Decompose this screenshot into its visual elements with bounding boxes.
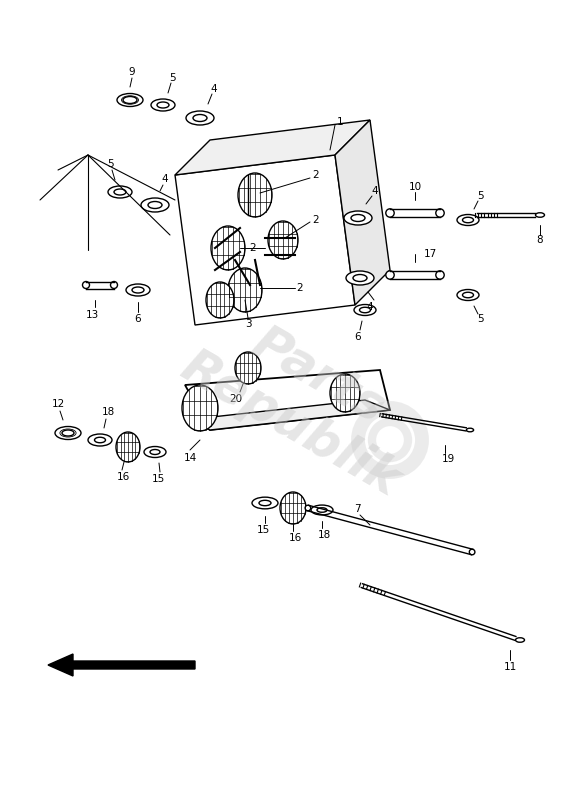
Text: 7: 7 bbox=[354, 504, 360, 514]
Text: 15: 15 bbox=[151, 474, 165, 484]
Text: 4: 4 bbox=[162, 174, 168, 184]
Ellipse shape bbox=[182, 385, 218, 431]
Ellipse shape bbox=[141, 198, 169, 212]
Text: 6: 6 bbox=[354, 332, 361, 342]
Ellipse shape bbox=[228, 268, 262, 312]
Polygon shape bbox=[335, 120, 390, 305]
Text: 16: 16 bbox=[116, 472, 130, 482]
Polygon shape bbox=[185, 370, 390, 430]
Polygon shape bbox=[185, 400, 390, 430]
Ellipse shape bbox=[82, 282, 89, 289]
Text: 5: 5 bbox=[107, 159, 113, 169]
Ellipse shape bbox=[117, 94, 143, 106]
Text: 13: 13 bbox=[85, 310, 99, 320]
Text: 6: 6 bbox=[135, 314, 141, 324]
Ellipse shape bbox=[211, 226, 245, 270]
Ellipse shape bbox=[360, 307, 370, 313]
Text: 12: 12 bbox=[51, 399, 65, 409]
Text: 16: 16 bbox=[288, 533, 301, 543]
Text: 1: 1 bbox=[337, 117, 343, 127]
Ellipse shape bbox=[330, 374, 360, 412]
Ellipse shape bbox=[516, 638, 524, 642]
Ellipse shape bbox=[150, 450, 160, 454]
Text: Parts
Republik: Parts Republik bbox=[173, 294, 437, 506]
Ellipse shape bbox=[116, 432, 140, 462]
Text: 2: 2 bbox=[297, 283, 303, 293]
Ellipse shape bbox=[457, 214, 479, 226]
Ellipse shape bbox=[463, 218, 474, 222]
FancyArrow shape bbox=[48, 654, 195, 676]
Ellipse shape bbox=[123, 97, 137, 103]
Ellipse shape bbox=[353, 274, 367, 282]
Text: 8: 8 bbox=[537, 235, 543, 245]
Text: 20: 20 bbox=[230, 394, 242, 404]
Text: 2: 2 bbox=[312, 215, 319, 225]
Ellipse shape bbox=[252, 497, 278, 509]
Ellipse shape bbox=[457, 290, 479, 301]
Ellipse shape bbox=[95, 438, 106, 442]
Text: 19: 19 bbox=[442, 454, 454, 464]
Text: 14: 14 bbox=[183, 453, 197, 463]
Ellipse shape bbox=[354, 305, 376, 315]
Ellipse shape bbox=[132, 287, 144, 293]
Text: 2: 2 bbox=[312, 170, 319, 180]
Text: 18: 18 bbox=[102, 407, 114, 417]
Ellipse shape bbox=[317, 508, 327, 512]
Text: 10: 10 bbox=[408, 182, 422, 192]
Text: 5: 5 bbox=[477, 191, 484, 201]
Ellipse shape bbox=[206, 282, 234, 318]
Polygon shape bbox=[175, 120, 370, 175]
Ellipse shape bbox=[62, 430, 74, 436]
Ellipse shape bbox=[467, 428, 474, 432]
Polygon shape bbox=[175, 155, 355, 325]
Ellipse shape bbox=[186, 111, 214, 125]
Ellipse shape bbox=[157, 102, 169, 108]
Ellipse shape bbox=[126, 284, 150, 296]
Ellipse shape bbox=[463, 292, 474, 298]
Ellipse shape bbox=[344, 211, 372, 225]
Ellipse shape bbox=[536, 213, 544, 218]
Text: 2: 2 bbox=[249, 243, 256, 253]
Ellipse shape bbox=[235, 352, 261, 384]
Ellipse shape bbox=[259, 500, 271, 506]
Ellipse shape bbox=[268, 221, 298, 259]
Text: 9: 9 bbox=[128, 67, 135, 77]
Text: 15: 15 bbox=[256, 525, 270, 535]
Text: 4: 4 bbox=[211, 84, 217, 94]
Text: 3: 3 bbox=[245, 319, 251, 329]
Ellipse shape bbox=[386, 209, 394, 218]
Text: 17: 17 bbox=[423, 249, 437, 259]
Text: 5: 5 bbox=[170, 73, 176, 83]
Text: 18: 18 bbox=[317, 530, 331, 540]
Text: 5: 5 bbox=[477, 314, 484, 324]
Ellipse shape bbox=[193, 114, 207, 122]
Ellipse shape bbox=[280, 492, 306, 524]
Ellipse shape bbox=[238, 173, 272, 217]
Text: 4: 4 bbox=[371, 186, 378, 196]
Ellipse shape bbox=[346, 271, 374, 285]
Ellipse shape bbox=[144, 446, 166, 458]
Ellipse shape bbox=[148, 202, 162, 209]
Ellipse shape bbox=[108, 186, 132, 198]
Ellipse shape bbox=[151, 99, 175, 111]
Text: 11: 11 bbox=[503, 662, 517, 672]
Ellipse shape bbox=[55, 426, 81, 439]
Ellipse shape bbox=[351, 214, 365, 222]
Ellipse shape bbox=[305, 506, 311, 511]
Text: 4: 4 bbox=[367, 302, 373, 312]
Ellipse shape bbox=[311, 505, 333, 515]
Ellipse shape bbox=[114, 189, 126, 195]
Ellipse shape bbox=[88, 434, 112, 446]
Ellipse shape bbox=[386, 270, 394, 279]
